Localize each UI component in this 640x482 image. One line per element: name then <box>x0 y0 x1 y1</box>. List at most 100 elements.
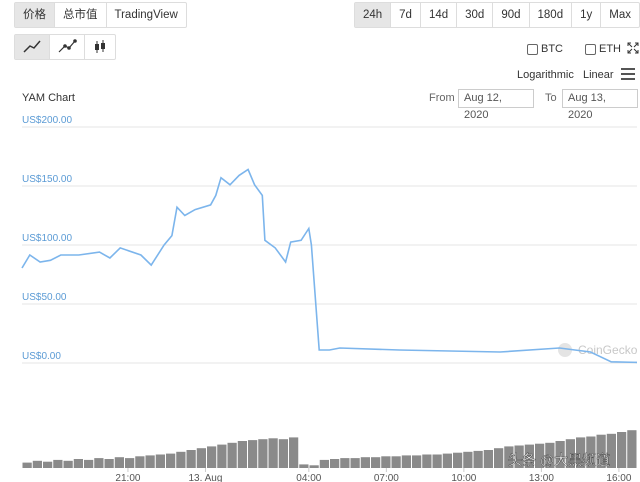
candle-mode[interactable] <box>85 35 115 59</box>
volume-bar <box>576 437 586 468</box>
from-input[interactable]: Aug 12, 2020 <box>458 89 534 121</box>
range-button[interactable]: 7d <box>391 3 421 27</box>
volume-bar <box>514 445 524 468</box>
watermark: CoinGecko <box>578 343 638 357</box>
volume-bar <box>84 459 94 468</box>
volume-bar <box>63 460 73 468</box>
marker-mode[interactable] <box>50 35 85 59</box>
volume-bar <box>555 441 565 468</box>
volume-bar <box>207 446 217 468</box>
volume-bar <box>125 458 135 468</box>
x-tick-label: 13:00 <box>529 473 554 482</box>
range-button[interactable]: 90d <box>493 3 530 27</box>
volume-bar <box>166 453 176 468</box>
volume-bar <box>155 454 165 468</box>
volume-bar <box>350 458 360 468</box>
menu-icon[interactable] <box>621 68 635 80</box>
volume-bar <box>453 452 463 468</box>
volume-bar <box>401 455 411 468</box>
volume-bar <box>442 453 452 468</box>
volume-bar <box>504 446 514 468</box>
compare-label: ETH <box>599 43 621 55</box>
compare-label: BTC <box>541 43 563 55</box>
log-scale[interactable]: Logarithmic <box>517 69 574 81</box>
volume-bar <box>186 450 196 468</box>
volume-bar <box>627 430 637 468</box>
volume-bar <box>53 459 63 468</box>
volume-bar <box>524 444 534 468</box>
volume-bar <box>473 450 483 468</box>
range-button[interactable]: 30d <box>457 3 494 27</box>
volume-bar <box>248 440 258 468</box>
volume-bar <box>73 459 83 468</box>
fullscreen-icon[interactable] <box>627 42 639 54</box>
range-button[interactable]: 180d <box>530 3 573 27</box>
volume-bar <box>299 464 309 468</box>
volume-bar <box>278 439 288 468</box>
y-tick-label: US$200.00 <box>22 115 72 126</box>
volume-bar <box>330 459 340 468</box>
volume-bar <box>545 442 555 468</box>
y-tick-label: US$0.00 <box>22 351 61 362</box>
range-button[interactable]: 24h <box>354 3 392 27</box>
volume-bar <box>258 439 268 468</box>
volume-bar <box>360 457 370 468</box>
volume-bar <box>43 461 53 468</box>
watermark: 头条 @大黑频道 <box>508 452 610 468</box>
tab[interactable]: TradingView <box>114 9 178 21</box>
volume-bar <box>422 454 432 468</box>
x-tick-label: 10:00 <box>451 473 476 482</box>
to-label: To <box>545 92 557 104</box>
tab[interactable]: 价格 <box>15 3 55 27</box>
price-line <box>21 168 638 364</box>
tab[interactable]: 总市值 <box>55 3 107 27</box>
volume-bar <box>104 459 114 468</box>
to-input[interactable]: Aug 13, 2020 <box>562 89 638 121</box>
checkbox[interactable] <box>527 44 538 55</box>
x-tick-label: 21:00 <box>115 473 140 482</box>
y-tick-label: US$100.00 <box>22 233 72 244</box>
volume-bar <box>32 460 42 468</box>
volume-bar <box>381 456 391 468</box>
volume-bar <box>217 444 227 468</box>
volume-bar <box>606 433 616 468</box>
linear-scale[interactable]: Linear <box>583 69 614 81</box>
volume-bar <box>196 448 206 468</box>
tab-group: 价格 总市值 TradingView <box>14 2 187 28</box>
x-tick-label: 16:00 <box>606 473 631 482</box>
volume-bar <box>114 457 124 468</box>
watermark-logo <box>558 343 572 357</box>
volume-bar <box>268 438 278 468</box>
range-button[interactable]: 1y <box>572 3 602 27</box>
volume-bar <box>227 442 237 468</box>
x-tick-label: 13. Aug <box>189 473 223 482</box>
volume-bar <box>340 458 350 468</box>
volume-bar <box>22 462 32 468</box>
volume-bar <box>586 436 596 468</box>
chart-mode-group <box>14 34 116 60</box>
volume-bar <box>94 458 104 468</box>
volume-bar <box>535 443 545 468</box>
volume-bar <box>617 432 627 468</box>
volume-bar <box>319 459 329 468</box>
range-button[interactable]: 14d <box>421 3 458 27</box>
checkbox[interactable] <box>585 44 596 55</box>
chart-title: YAM Chart <box>22 92 75 104</box>
range-group: 24h 7d 14d 30d 90d 180d 1y Max <box>353 2 640 28</box>
volume-bar <box>463 451 473 468</box>
volume-bar <box>145 455 155 468</box>
range-button[interactable]: Max <box>609 9 631 21</box>
line-mode[interactable] <box>15 35 50 59</box>
x-tick-label: 07:00 <box>374 473 399 482</box>
volume-bar <box>412 455 422 468</box>
volume-bar <box>565 439 575 468</box>
volume-bar <box>371 457 381 468</box>
volume-bar <box>309 465 319 468</box>
from-label: From <box>429 92 455 104</box>
volume-bar <box>135 456 145 468</box>
y-tick-label: US$50.00 <box>22 292 67 303</box>
volume-bar <box>176 451 186 468</box>
volume-bar <box>494 448 504 468</box>
